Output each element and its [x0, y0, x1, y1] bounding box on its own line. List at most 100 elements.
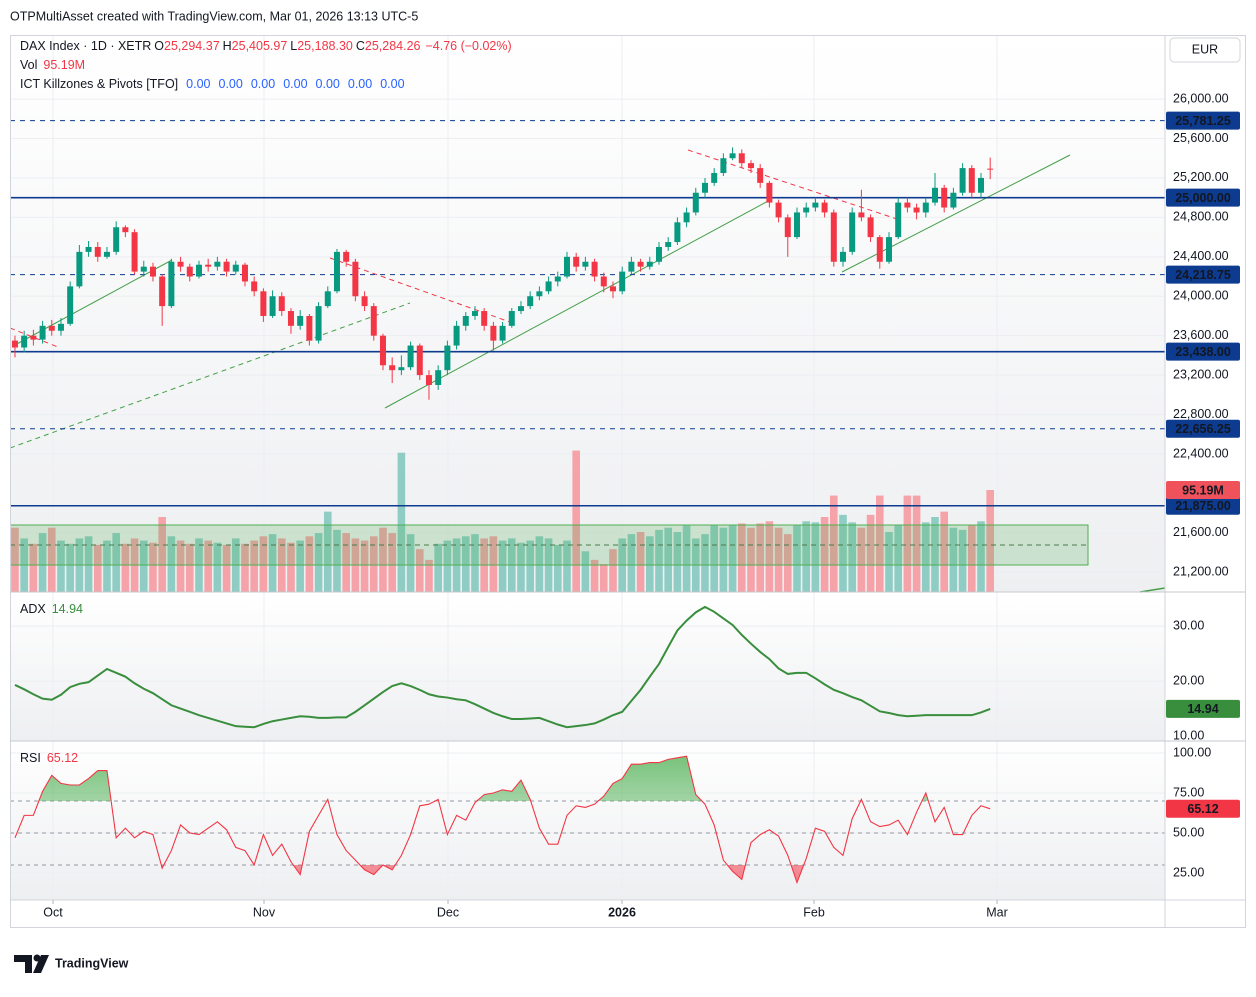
indicator-value: 0.00 — [380, 77, 404, 91]
x-tick-label: Oct — [43, 905, 63, 919]
candle-body — [766, 182, 773, 203]
volume-label: 95.19M — [1182, 483, 1224, 497]
volume-bar — [379, 527, 387, 592]
volume-bar — [406, 534, 415, 592]
indicator-legend: ICT Killzones & Pivots [TFO] 0.00 0.00 0.00… — [20, 77, 405, 91]
candle-body — [867, 217, 874, 238]
trendline — [329, 257, 511, 323]
level-label-bg — [1166, 496, 1240, 515]
candle-body — [315, 306, 322, 341]
candle-body — [297, 315, 304, 326]
candle-body — [333, 251, 340, 292]
volume-bar — [176, 540, 185, 592]
candle-body — [692, 192, 699, 213]
candle-body — [389, 365, 396, 371]
candle-body — [931, 187, 938, 203]
volume-bar — [811, 522, 820, 592]
volume-bar — [839, 514, 847, 592]
candle-body — [48, 325, 55, 331]
last-value-label-bg — [1166, 799, 1240, 818]
currency-button[interactable] — [1169, 37, 1241, 63]
candle-body — [398, 367, 405, 371]
indicator-line — [14, 755, 991, 885]
volume-bar — [673, 532, 682, 592]
candle-body — [950, 192, 957, 208]
candle-body — [481, 311, 488, 326]
volume-bar — [11, 527, 19, 592]
candle-body — [278, 296, 285, 312]
volume-bar — [636, 532, 645, 592]
y-tick-label: 21,600.00 — [1173, 525, 1229, 539]
volume-bar — [701, 534, 709, 592]
candle-body — [343, 251, 350, 262]
currency[interactable]: EUR — [1192, 42, 1218, 56]
candle-body — [609, 286, 616, 292]
candle-body — [131, 232, 138, 272]
candle-body — [527, 296, 534, 307]
candle-body — [232, 264, 239, 272]
candle-body — [941, 187, 948, 208]
volume-bar — [747, 527, 755, 592]
volume-bar — [728, 525, 737, 592]
volume-bar — [912, 495, 921, 592]
volume-bar — [121, 543, 130, 592]
candle-body — [379, 335, 386, 366]
volume-bar — [57, 540, 65, 592]
volume-bar — [940, 511, 948, 592]
candle-body — [793, 212, 800, 238]
volume-label-bg — [1166, 481, 1240, 500]
candle-body — [186, 266, 193, 277]
volume-bar — [875, 495, 884, 592]
last-value-label: 65.12 — [1187, 802, 1218, 816]
volume-bar — [103, 540, 111, 592]
volume-bar — [921, 522, 930, 592]
y-tick-label: 100.00 — [1173, 745, 1211, 759]
candle-body — [306, 315, 313, 341]
y-tick-label: 24,400.00 — [1173, 249, 1229, 263]
candle-body — [444, 345, 451, 371]
candle-body — [425, 375, 432, 385]
ohlc-key: L — [290, 39, 297, 53]
volume-bar — [149, 542, 157, 592]
candle-body — [619, 271, 626, 292]
level-label: 21,875.00 — [1175, 499, 1231, 513]
candle-body — [895, 202, 902, 238]
candle-body — [803, 207, 810, 213]
ohlc-value: 25,405.97 — [232, 39, 288, 53]
candle-body — [582, 261, 589, 267]
volume-bar — [793, 525, 801, 592]
candle-body — [683, 212, 690, 223]
candle-body — [57, 323, 64, 331]
ohlc-value: 25,188.30 — [297, 39, 353, 53]
level-label-bg — [1166, 419, 1240, 438]
rsi-value: 65.12 — [47, 751, 78, 765]
candle-body — [987, 168, 994, 170]
candle-body — [665, 242, 672, 247]
vol-legend: Vol 95.19M — [20, 58, 85, 72]
volume-bar — [369, 536, 378, 592]
candle-body — [67, 286, 74, 324]
candle-body — [858, 212, 865, 218]
candle-body — [517, 306, 524, 312]
y-tick-label: 75.00 — [1173, 785, 1204, 799]
x-tick-label: Nov — [253, 905, 276, 919]
candle-body — [775, 202, 782, 218]
volume-bar — [802, 521, 810, 592]
volume-bar — [894, 525, 902, 592]
volume-bar — [93, 544, 102, 592]
candle-body — [251, 281, 258, 292]
candle-body — [545, 281, 552, 292]
candle-body — [490, 325, 497, 341]
logo-shape — [33, 955, 49, 973]
candle-body — [269, 296, 276, 316]
candle-body — [122, 227, 129, 233]
symbol: DAX Index · 1D · XETR — [20, 39, 151, 53]
level-label: 23,438.00 — [1175, 345, 1231, 359]
volume-bar — [342, 533, 350, 592]
volume-bar — [931, 517, 939, 592]
level-label-bg — [1166, 188, 1240, 207]
volume-bar — [471, 534, 479, 592]
candle-body — [416, 345, 423, 376]
adx-legend: ADX 14.94 — [20, 602, 83, 616]
candle-body — [757, 168, 764, 183]
